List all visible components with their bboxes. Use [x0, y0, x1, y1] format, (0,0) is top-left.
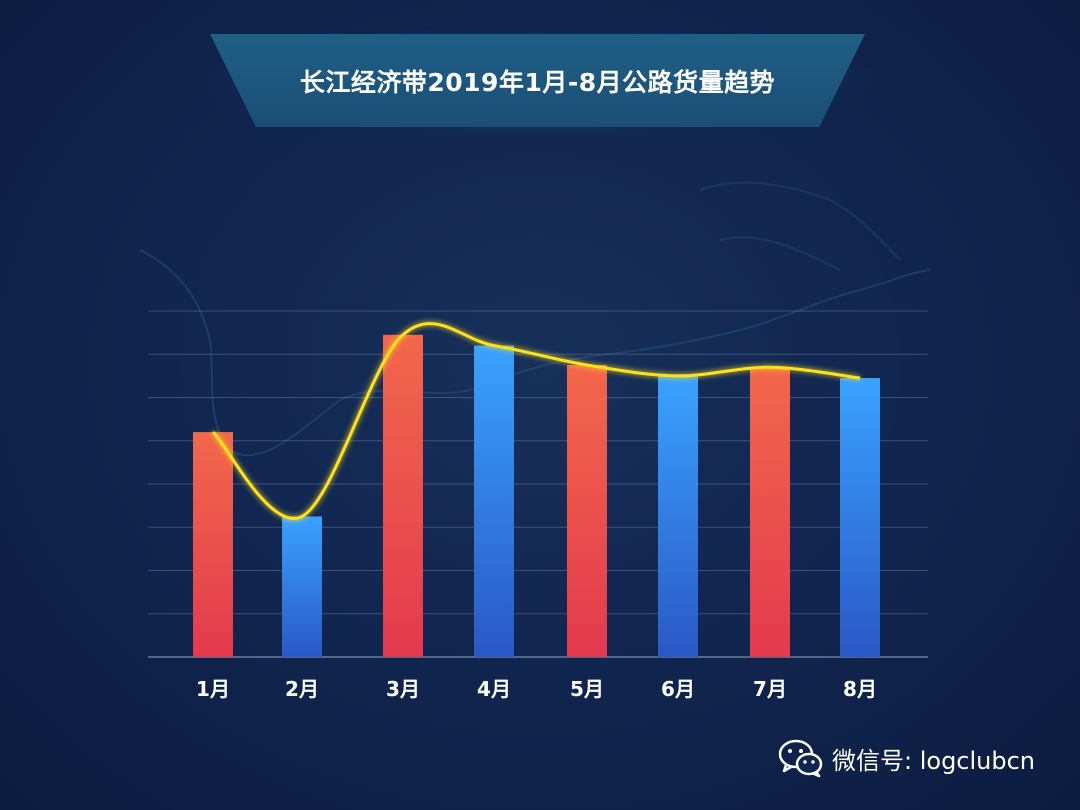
x-tick-label: 4月 — [477, 677, 511, 701]
bar-2 — [282, 516, 322, 657]
bar-7 — [750, 367, 790, 657]
wechat-icon — [778, 739, 823, 778]
watermark: 微信号: logclubcn — [778, 738, 1035, 778]
bar-5 — [567, 365, 607, 657]
bar-4 — [474, 345, 514, 657]
x-tick-label: 6月 — [661, 677, 695, 701]
bar-6 — [658, 375, 698, 657]
x-tick-label: 8月 — [843, 677, 877, 701]
trend-line — [211, 322, 861, 520]
title-banner: 长江经济带2019年1月-8月公路货量趋势 — [210, 34, 865, 127]
bar-1 — [193, 432, 233, 657]
chart-title: 长江经济带2019年1月-8月公路货量趋势 — [299, 67, 776, 97]
x-tick-label: 3月 — [386, 677, 420, 701]
map-outline — [139, 249, 931, 457]
watermark-text: 微信号: logclubcn — [832, 746, 1036, 775]
x-tick-label: 2月 — [285, 677, 319, 701]
bar-3 — [383, 334, 423, 657]
x-tick-label: 1月 — [196, 677, 230, 701]
bar-8 — [840, 378, 880, 657]
x-tick-label: 5月 — [570, 677, 604, 701]
x-tick-label: 7月 — [753, 677, 787, 701]
map-outline-2 — [699, 181, 901, 271]
